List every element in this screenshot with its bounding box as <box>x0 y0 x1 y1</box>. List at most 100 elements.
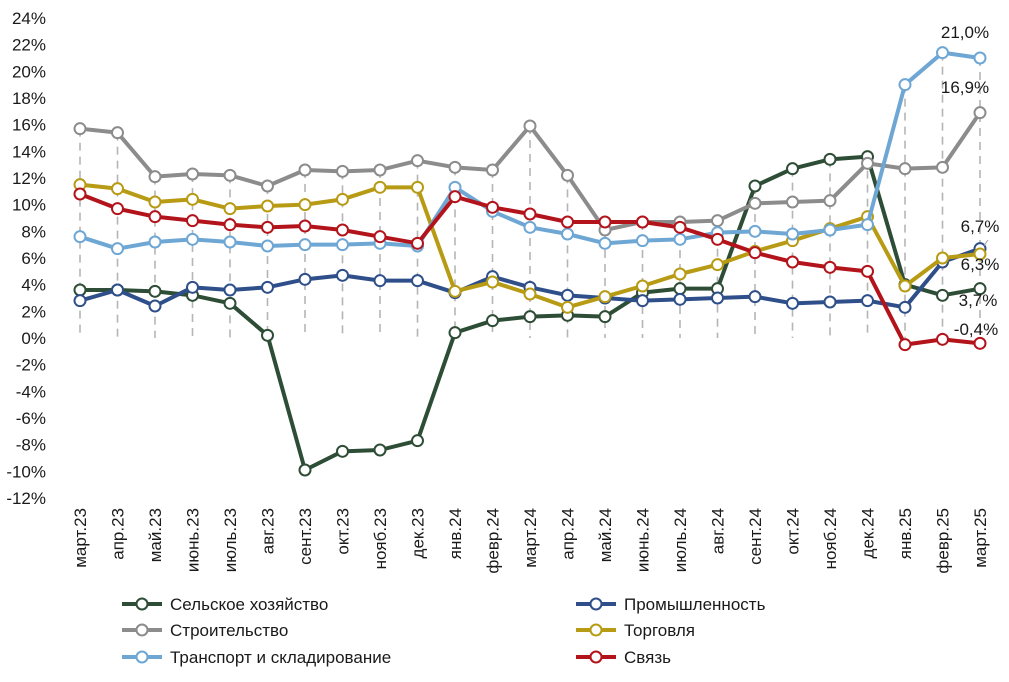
data-point <box>936 160 949 174</box>
data-point <box>973 51 987 65</box>
data-point <box>748 224 762 238</box>
x-tick-label: дек.24 <box>859 508 878 558</box>
data-label: -0,4% <box>954 320 998 339</box>
data-point <box>523 207 537 221</box>
data-point <box>973 282 987 296</box>
y-tick-label: -10% <box>6 462 46 481</box>
data-point <box>786 227 799 241</box>
data-point <box>111 126 124 140</box>
data-point <box>711 291 724 305</box>
x-tick-label: март.25 <box>971 508 990 568</box>
data-point <box>636 279 649 293</box>
x-tick-label: сент.23 <box>296 508 315 565</box>
data-point <box>748 196 762 210</box>
data-point <box>861 294 874 308</box>
data-label: 16,9% <box>941 78 989 97</box>
data-point <box>786 296 799 310</box>
series <box>73 187 987 352</box>
data-point <box>823 223 837 237</box>
x-tick-label: апр.23 <box>109 508 128 560</box>
x-tick-label: сент.24 <box>746 508 765 565</box>
data-point <box>186 167 199 181</box>
data-point <box>673 282 687 296</box>
data-point <box>523 310 537 324</box>
data-point <box>223 168 237 182</box>
data-point <box>298 272 312 286</box>
data-point <box>523 119 537 133</box>
legend-item: Транспорт и складирование <box>122 648 391 667</box>
data-point <box>673 267 687 281</box>
data-point <box>936 288 949 302</box>
x-axis: март.23 апр.23 май.23 июнь.23 июль.23 авг.23 с… <box>71 508 990 574</box>
series-layer <box>73 46 987 477</box>
data-point <box>561 300 574 314</box>
y-axis: -12% -10% -8% -6% -4% -2% 0% 2% 4% 6% 8% 10% 12% 14% 1… <box>6 9 46 508</box>
data-point <box>336 444 349 458</box>
legend-item: Строительство <box>122 621 288 640</box>
data-point <box>373 163 387 177</box>
data-point <box>336 268 349 282</box>
data-point <box>598 310 612 324</box>
data-point <box>373 274 387 288</box>
data-point <box>261 199 274 213</box>
data-point <box>298 198 312 212</box>
y-tick-label: 22% <box>12 36 46 55</box>
y-tick-label: 24% <box>12 9 46 28</box>
legend-swatch-marker <box>135 650 149 664</box>
y-tick-label: 20% <box>12 62 46 81</box>
legend-swatch-marker <box>135 597 149 611</box>
legend-swatch-marker <box>589 650 603 664</box>
data-point <box>336 223 349 237</box>
x-tick-label: апр.24 <box>559 508 578 560</box>
data-point <box>186 214 199 228</box>
x-tick-label: март.24 <box>521 508 540 568</box>
x-tick-label: окт.23 <box>334 508 353 555</box>
y-tick-label: 6% <box>21 249 46 268</box>
data-point <box>186 280 199 294</box>
data-point <box>261 239 274 253</box>
data-point <box>448 160 462 174</box>
data-point <box>711 258 724 272</box>
legend-item: Торговля <box>576 621 695 640</box>
y-tick-label: 8% <box>21 222 46 241</box>
data-labels: 21,0% 16,9% 6,7% 6,3% 3,7% -0,4% <box>941 23 999 339</box>
data-point <box>861 218 874 232</box>
series <box>73 46 987 256</box>
data-point <box>448 284 462 298</box>
data-point <box>748 246 762 260</box>
y-tick-label: -8% <box>16 436 46 455</box>
data-point <box>673 220 687 234</box>
data-point <box>148 235 162 249</box>
data-point <box>711 232 724 246</box>
data-label: 6,3% <box>961 255 1000 274</box>
data-point <box>786 255 799 269</box>
legend-item: Связь <box>576 648 671 667</box>
data-point <box>261 328 274 342</box>
y-tick-label: 14% <box>12 142 46 161</box>
data-point <box>448 190 462 204</box>
x-tick-label: июль.23 <box>221 508 240 572</box>
data-point <box>223 283 237 297</box>
data-point <box>373 443 387 457</box>
data-point <box>223 296 237 310</box>
data-point <box>223 218 237 232</box>
data-point <box>448 326 462 340</box>
y-tick-label: -6% <box>16 409 46 428</box>
data-point <box>561 227 574 241</box>
data-point <box>973 247 987 261</box>
data-point <box>973 336 987 350</box>
data-label: 3,7% <box>959 291 998 310</box>
legend-label: Транспорт и складирование <box>170 648 391 667</box>
legend-swatch-marker <box>589 623 603 637</box>
y-tick-label: 0% <box>21 329 46 348</box>
y-tick-label: 18% <box>12 89 46 108</box>
data-point <box>598 215 612 229</box>
legend-label: Торговля <box>624 621 695 640</box>
data-point <box>973 106 987 120</box>
x-tick-label: июнь.24 <box>634 508 653 572</box>
legend-label: Строительство <box>170 621 288 640</box>
data-point <box>298 238 312 252</box>
y-tick-label: -4% <box>16 382 46 401</box>
data-point <box>598 236 612 250</box>
